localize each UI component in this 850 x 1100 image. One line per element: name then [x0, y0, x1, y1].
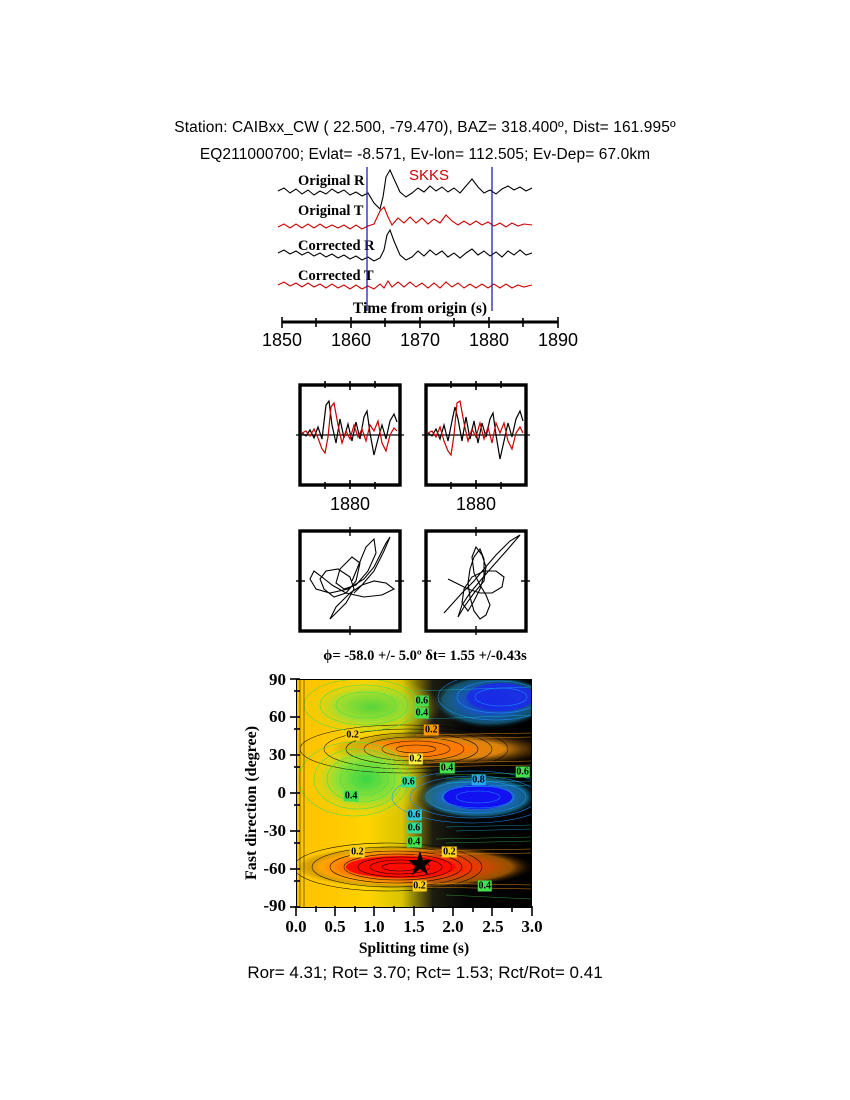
time-tick-1880: 1880 [468, 330, 510, 350]
contour-level-label: 0.2 [412, 880, 427, 892]
contour-plot-canvas [296, 679, 532, 908]
contour-ytick-neg60: -60 [263, 859, 286, 878]
contour-ytick-60: 60 [269, 707, 286, 726]
contour-level-label: 0.6 [401, 776, 416, 788]
contour-level-label: 0.2 [442, 846, 457, 858]
trace-corrected-r [277, 228, 533, 262]
contour-level-label: 0.6 [406, 809, 422, 821]
trace-label-original-t: Original T [298, 203, 364, 219]
fast-slow-panel-left [296, 381, 404, 489]
contour-ytick-neg90: -90 [263, 896, 286, 915]
fast-slow-right-tick: 1880 [455, 494, 497, 514]
trace-label-original-r: Original R [298, 173, 365, 189]
contour-level-label: 0.6 [515, 766, 530, 778]
contour-level-label: 0.4 [439, 762, 455, 774]
contour-level-label: 0.4 [343, 790, 359, 802]
contour-xtick-2: 2.0 [442, 917, 464, 936]
station-header-line: Station: CAIBxx_CW ( 22.500, -79.470), B… [174, 119, 676, 136]
phase-label-skks: SKKS [409, 167, 450, 184]
time-tick-1870: 1870 [399, 330, 441, 350]
contour-level-label: 0.2 [345, 729, 360, 741]
contour-xtick-1: 1.0 [363, 917, 385, 936]
contour-level-label: 0.2 [408, 753, 423, 765]
contour-x-axis-label: Splitting time (s) [358, 940, 470, 957]
trace-original-t [277, 206, 533, 230]
contour-ytick-0: 0 [277, 783, 287, 802]
time-axis-title: Time from origin (s) [352, 300, 488, 317]
contour-xtick-25: 2.5 [482, 917, 504, 936]
time-tick-1850: 1850 [261, 330, 303, 350]
trace-label-corrected-r: Corrected R [298, 238, 375, 254]
contour-level-label: 0.8 [471, 774, 486, 785]
trace-corrected-t [277, 279, 533, 290]
time-axis [281, 317, 559, 328]
contour-level-label: 0.4 [406, 836, 422, 848]
time-tick-1890: 1890 [537, 330, 579, 350]
contour-level-label: 0.2 [350, 846, 365, 858]
footer-statistics: Ror= 4.31; Rot= 3.70; Rct= 1.53; Rct/Rot… [247, 963, 603, 982]
contour-ytick-30: 30 [269, 745, 286, 764]
contour-ytick-90: 90 [269, 670, 286, 689]
contour-level-label: 0.6 [414, 695, 430, 707]
contour-ytick-neg30: -30 [263, 821, 286, 840]
best-fit-star-marker [408, 851, 432, 875]
particle-motion-original [296, 527, 404, 635]
fast-slow-left-tick: 1880 [329, 494, 371, 514]
contour-plot-title: ϕ= -58.0 +/- 5.0º δt= 1.55 +/-0.43s [323, 648, 527, 664]
contour-level-label: 0.4 [477, 880, 493, 892]
trace-label-corrected-t: Corrected T [298, 268, 374, 284]
contour-xtick-0: 0.0 [285, 917, 307, 936]
contour-x-ticks [295, 906, 533, 916]
contour-xtick-05: 0.5 [324, 917, 346, 936]
contour-y-ticks [290, 678, 300, 908]
fast-slow-panel-right [422, 381, 530, 489]
contour-xtick-15: 1.5 [403, 917, 425, 936]
time-tick-1860: 1860 [330, 330, 372, 350]
contour-level-label: 0.4 [414, 707, 430, 719]
contour-label-layer: 0.2 0.2 0.2 0.4 0.6 0.6 0.4 0.6 0.8 0.4 0.6 0.6 0.4 0… [296, 679, 532, 908]
particle-motion-corrected [422, 527, 530, 635]
event-header-line: EQ211000700; Evlat= -8.571, Ev-lon= 112.… [199, 146, 651, 163]
trace-original-r [277, 168, 533, 211]
contour-level-label: 0.2 [424, 724, 439, 736]
waveform-traces [277, 167, 533, 311]
contour-xtick-3: 3.0 [521, 917, 543, 936]
contour-level-label: 0.6 [406, 822, 422, 834]
